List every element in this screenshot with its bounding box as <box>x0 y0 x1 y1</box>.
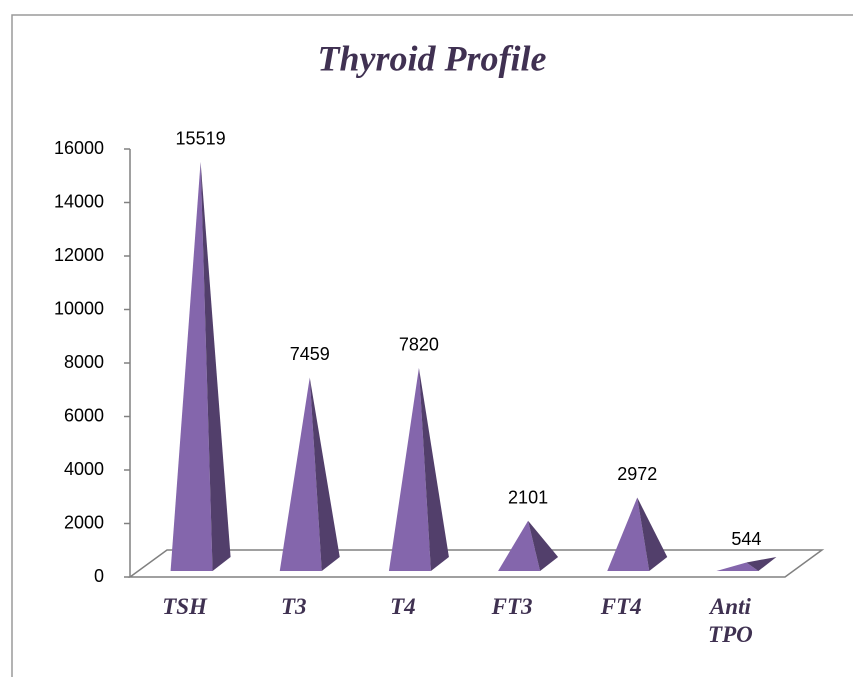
y-tick-label: 2000 <box>64 512 104 532</box>
pyramid-front <box>607 497 650 571</box>
pyramid-front <box>279 377 322 571</box>
x-tick-label: T4 <box>390 594 416 619</box>
y-tick-label: 10000 <box>54 298 104 318</box>
floor <box>127 549 825 578</box>
pyramid-side <box>528 520 559 571</box>
value-label: 544 <box>731 529 761 549</box>
x-tick-label: T3 <box>280 594 307 619</box>
value-label: 7459 <box>290 344 330 364</box>
y-tick-label: 12000 <box>54 245 104 265</box>
pyramid-side <box>200 161 231 571</box>
y-tick-label: 0 <box>94 566 104 586</box>
y-tick-label: 14000 <box>54 191 104 211</box>
pyramid-front <box>716 562 759 571</box>
x-tick-label: Anti TPO <box>708 594 753 647</box>
x-tick-label: TSH <box>162 594 207 619</box>
value-label: 15519 <box>176 129 226 149</box>
x-tick-label: FT3 <box>491 594 533 619</box>
value-label: 7820 <box>399 335 439 355</box>
y-tick-label: 6000 <box>64 405 104 425</box>
pyramid-side <box>637 497 668 571</box>
value-label: 2972 <box>617 464 657 484</box>
x-tick-label: FT4 <box>600 594 642 619</box>
pyramid-front <box>498 520 541 571</box>
y-tick-label: 4000 <box>64 459 104 479</box>
y-tick-label: 16000 <box>54 138 104 158</box>
pyramid-side <box>746 557 777 571</box>
chart-title: Thyroid Profile <box>318 38 547 78</box>
pyramid-side <box>418 367 449 571</box>
y-tick-label: 8000 <box>64 352 104 372</box>
pyramid-front <box>388 367 431 571</box>
pyramid-front <box>170 161 213 571</box>
value-label: 2101 <box>508 488 548 508</box>
chart-border <box>11 14 853 677</box>
pyramid-side <box>309 377 340 571</box>
